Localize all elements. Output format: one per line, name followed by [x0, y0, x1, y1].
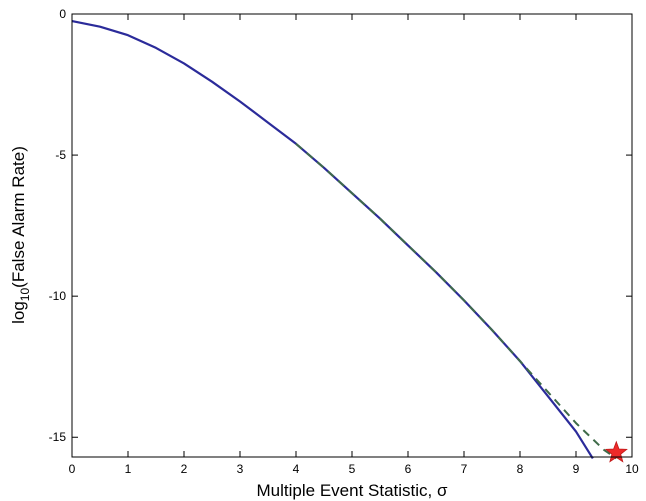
plot-area	[72, 14, 632, 457]
x-tick-label: 5	[349, 462, 356, 476]
x-tick-label: 10	[625, 462, 639, 476]
y-tick-label: -15	[49, 430, 67, 444]
dashed-series-line	[295, 143, 617, 460]
x-tick-label: 8	[517, 462, 524, 476]
plot-frame	[71, 13, 633, 458]
solid-series-line	[71, 20, 594, 459]
y-axis-title-prefix: log	[9, 301, 28, 324]
x-tick-label: 3	[237, 462, 244, 476]
x-tick-label: 2	[181, 462, 188, 476]
y-axis-title: log10(False Alarm Rate)	[9, 146, 32, 324]
x-tick-label: 0	[69, 462, 76, 476]
x-axis-title: Multiple Event Statistic, σ	[257, 481, 448, 500]
y-tick-label: 0	[59, 7, 66, 21]
x-tick-label: 9	[573, 462, 580, 476]
y-axis-title-suffix: (False Alarm Rate)	[9, 146, 28, 288]
y-tick-label: -5	[55, 148, 66, 162]
x-tick-label: 4	[293, 462, 300, 476]
x-tick-label: 1	[125, 462, 132, 476]
y-tick-label: -10	[49, 289, 67, 303]
x-tick-label: 6	[405, 462, 412, 476]
y-axis-title-subscript: 10	[18, 288, 32, 302]
x-tick-label: 7	[461, 462, 468, 476]
